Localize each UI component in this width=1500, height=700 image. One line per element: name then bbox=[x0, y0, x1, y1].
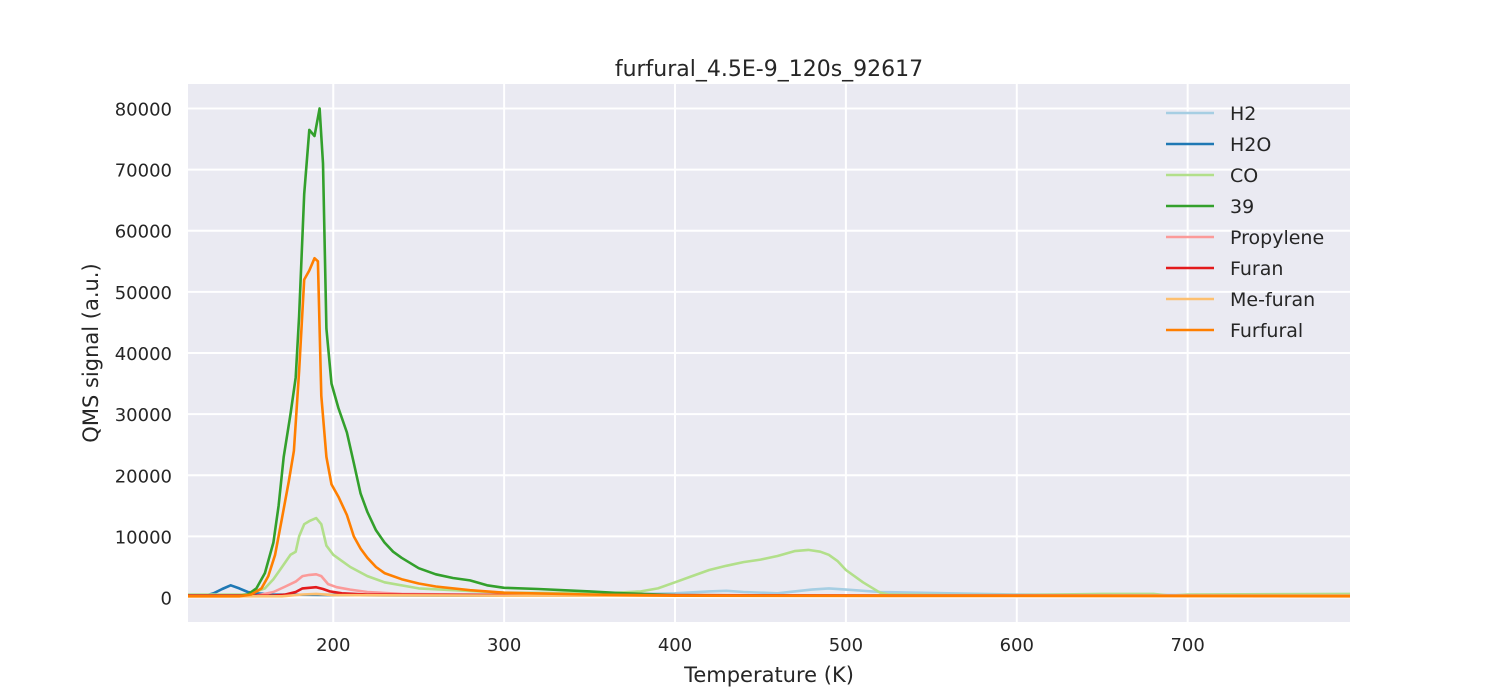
legend-label: 39 bbox=[1230, 196, 1254, 218]
x-tick-label: 500 bbox=[829, 635, 863, 656]
x-tick-label: 400 bbox=[658, 635, 692, 656]
y-tick-label: 20000 bbox=[115, 466, 172, 487]
legend-label: Furfural bbox=[1230, 320, 1303, 342]
y-tick-label: 40000 bbox=[115, 344, 172, 365]
y-axis-label: QMS signal (a.u.) bbox=[79, 263, 103, 442]
legend-label: Propylene bbox=[1230, 227, 1324, 249]
tick-labels: 200 300 400 500 600 700 0 10000 20000 30000 40000 5… bbox=[115, 99, 1205, 656]
y-tick-label: 0 bbox=[161, 589, 172, 610]
x-tick-label: 200 bbox=[316, 635, 350, 656]
x-axis-label: Temperature (K) bbox=[683, 663, 854, 687]
y-tick-label: 80000 bbox=[115, 99, 172, 120]
series-line-39 bbox=[188, 107, 1350, 597]
legend: H2 H2O CO 39 Propylene Furan Me-furan Furfural bbox=[1166, 103, 1324, 342]
y-tick-label: 30000 bbox=[115, 405, 172, 426]
legend-label: H2 bbox=[1230, 103, 1256, 125]
series-line-propylene bbox=[188, 573, 1351, 597]
series-line-me-furan bbox=[188, 592, 1350, 598]
x-tick-label: 600 bbox=[1000, 635, 1034, 656]
series-line-furfural bbox=[188, 256, 1351, 598]
legend-label: CO bbox=[1230, 165, 1258, 187]
legend-label: H2O bbox=[1230, 134, 1271, 156]
series-layer bbox=[187, 107, 1351, 598]
legend-label: Furan bbox=[1230, 258, 1283, 280]
y-tick-label: 10000 bbox=[115, 527, 172, 548]
y-tick-label: 70000 bbox=[115, 161, 172, 182]
y-tick-label: 50000 bbox=[115, 283, 172, 304]
x-tick-label: 300 bbox=[487, 635, 521, 656]
y-tick-label: 60000 bbox=[115, 222, 172, 243]
legend-label: Me-furan bbox=[1230, 289, 1315, 311]
x-tick-label: 700 bbox=[1170, 635, 1204, 656]
chart-title: furfural_4.5E-9_120s_92617 bbox=[615, 57, 923, 82]
series-line-co bbox=[188, 516, 1351, 597]
